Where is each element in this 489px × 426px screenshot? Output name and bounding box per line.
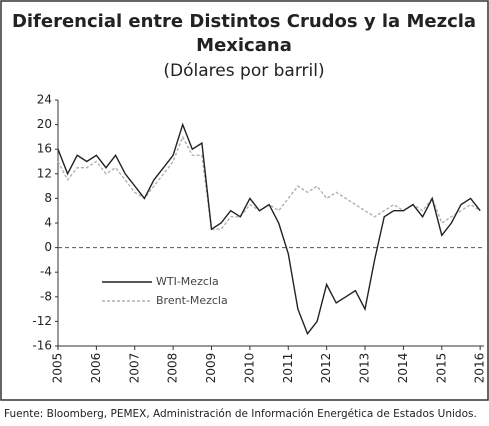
- series-line: [57, 135, 481, 230]
- x-tick-label: 2008: [166, 353, 180, 384]
- y-tick-label: 8: [44, 191, 52, 205]
- x-tick-label: 2016: [473, 353, 487, 384]
- x-tick-label: 2009: [204, 353, 218, 384]
- x-tick-label: 2011: [281, 353, 295, 384]
- x-tick-label: 2005: [51, 353, 65, 384]
- y-tick-label: -8: [40, 289, 52, 303]
- chart-subtitle: (Dólares por barril): [163, 61, 324, 81]
- y-tick-label: 0: [44, 240, 52, 254]
- x-tick-label: 2015: [434, 353, 448, 384]
- y-tick-label: 20: [37, 117, 52, 131]
- y-tick-label: 4: [44, 216, 52, 230]
- x-tick-label: 2012: [319, 353, 333, 384]
- frame: [0, 0, 489, 401]
- y-tick-label: 16: [37, 142, 52, 156]
- y-tick-label: -16: [32, 339, 52, 353]
- y-tick-label: -4: [40, 265, 52, 279]
- series-line: [57, 122, 481, 336]
- chart-title: Mexicana: [196, 35, 292, 56]
- x-tick-label: 2007: [127, 353, 141, 384]
- legend-label: Brent-Mezcla: [156, 294, 228, 307]
- chart-title: Diferencial entre Distintos Crudos y la …: [12, 11, 476, 32]
- source-note: Fuente: Bloomberg, PEMEX, Administración…: [4, 408, 477, 420]
- legend-label: WTI-Mezcla: [156, 275, 219, 288]
- x-tick-label: 2010: [242, 353, 256, 384]
- y-tick-label: 12: [37, 166, 52, 180]
- x-tick-label: 2013: [358, 353, 372, 384]
- y-tick-label: -12: [32, 314, 52, 328]
- x-tick-label: 2014: [396, 353, 410, 384]
- x-tick-label: 2006: [89, 353, 103, 384]
- y-tick-label: 24: [37, 93, 52, 107]
